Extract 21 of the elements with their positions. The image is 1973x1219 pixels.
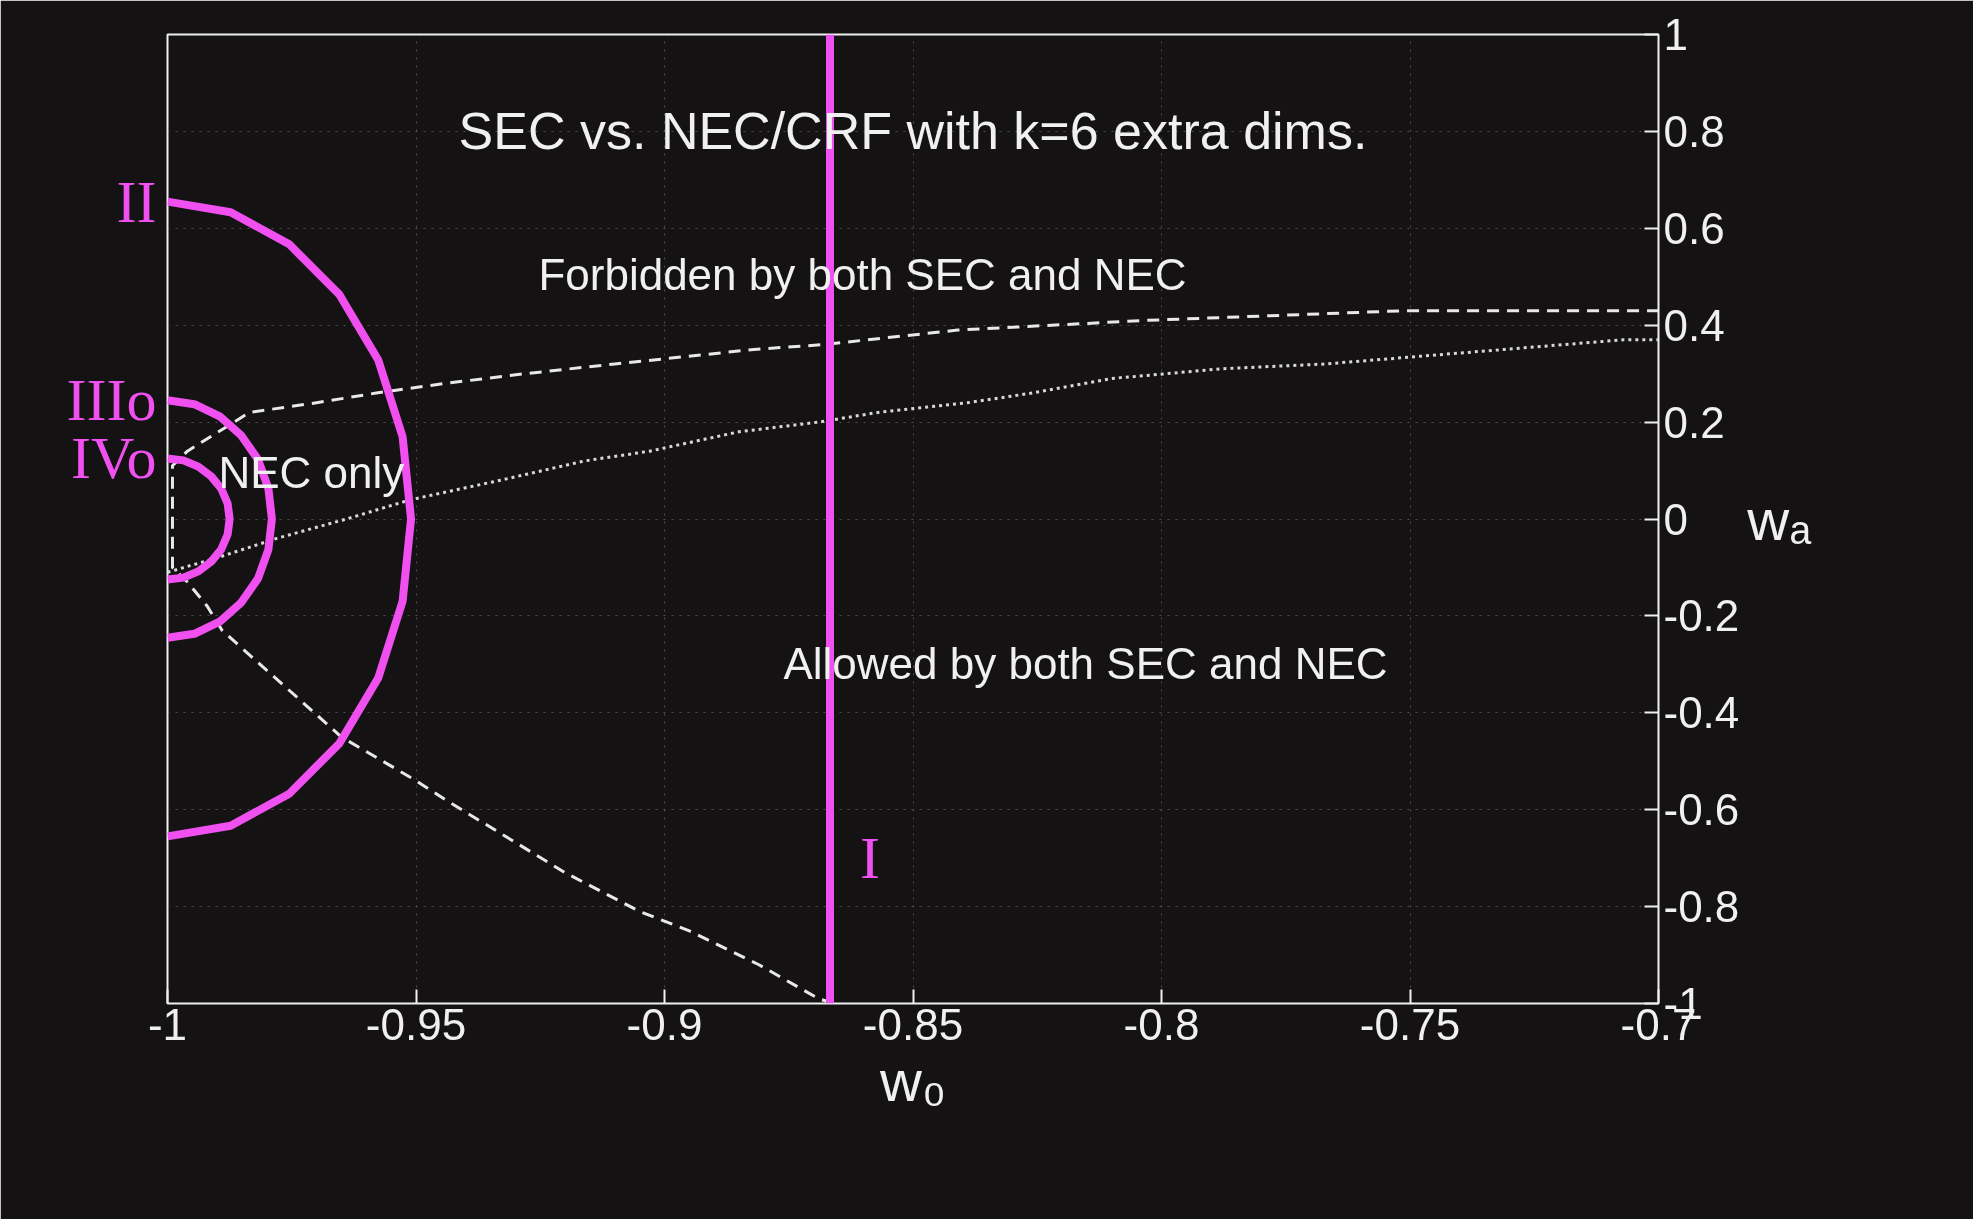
y-tick-label: 0.4 xyxy=(1663,300,1725,350)
y-axis-title: wₐ xyxy=(1746,486,1812,552)
y-tick-label: 0 xyxy=(1663,494,1688,544)
y-tick-label: 0.8 xyxy=(1663,106,1725,156)
line-series xyxy=(167,338,1659,574)
x-tick-label: -0.75 xyxy=(1359,999,1461,1049)
y-tick-label: -0.8 xyxy=(1663,882,1740,932)
y-tick-label: 0.6 xyxy=(1663,203,1725,253)
y-tick-label: -0.2 xyxy=(1663,591,1740,641)
series-label: II xyxy=(116,168,157,235)
y-tick-label: -0.4 xyxy=(1663,688,1740,738)
x-tick-label: -1 xyxy=(147,999,188,1049)
x-axis-title: w₀ xyxy=(879,1047,946,1113)
x-tick-label: -0.9 xyxy=(626,999,703,1049)
ref-line-label: I xyxy=(860,825,880,892)
y-tick-label: 0.2 xyxy=(1663,397,1725,447)
x-tick-label: -0.8 xyxy=(1123,999,1200,1049)
y-tick-label: 1 xyxy=(1663,10,1688,59)
y-tick-label: -0.6 xyxy=(1663,785,1740,835)
x-tick-label: -0.85 xyxy=(862,999,964,1049)
x-tick-label: -0.95 xyxy=(365,999,467,1049)
